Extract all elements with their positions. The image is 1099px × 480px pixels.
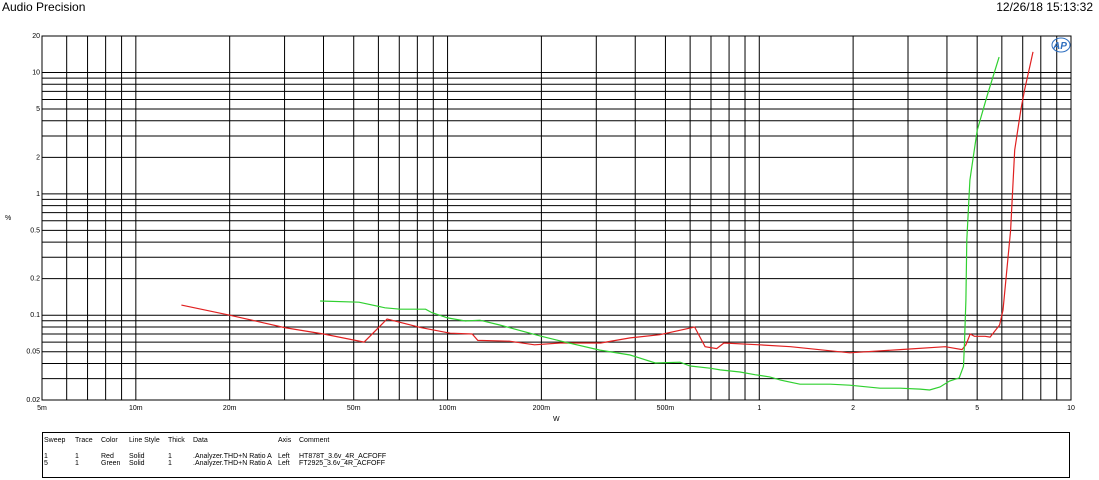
thd-chart: 5m 10m 20m 50m 100m 200m 500m 1 2 5 10 20 10 5 2 1 0.5 0.… [5,33,1075,423]
y-tick-label: 20 [32,33,40,40]
svg-text:AP: AP [1052,41,1067,52]
ap-logo: AP [1051,37,1071,53]
legend-header: Sweep Trace Color Line Style Thick Data … [44,437,330,444]
y-tick-label: 1 [36,191,40,198]
x-tick-label: 10 [1067,405,1075,412]
x-tick-label: 5m [37,405,47,412]
y-tick-label: 2 [36,154,40,161]
y-tick-label: 0.2 [30,276,40,283]
series-line-1 [181,51,1034,354]
x-tick-label: 1 [757,405,761,412]
series-lines [181,51,1034,391]
legend-row: 1 1 Red Solid 1 .Analyzer.THD+N Ratio A … [44,453,387,460]
x-axis-label: W [553,416,560,423]
y-tick-label: 0.1 [30,312,40,319]
x-tick-label: 20m [223,405,237,412]
y-tick-label: 5 [36,106,40,113]
series-line-2 [320,56,1000,391]
legend-table: Sweep Trace Color Line Style Thick Data … [42,432,1070,478]
x-tick-label: 10m [129,405,143,412]
app-title: Audio Precision [2,0,86,14]
x-tick-label: 5 [975,405,979,412]
grid [41,35,1072,401]
tick-labels: 5m 10m 20m 50m 100m 200m 500m 1 2 5 10 20 10 5 2 1 0.5 0.… [26,33,1075,412]
x-tick-label: 200m [533,405,551,412]
legend-row: 5 1 Green Solid 1 .Analyzer.THD+N Ratio … [44,460,385,467]
x-tick-label: 2 [851,405,855,412]
y-tick-label: 0.02 [26,397,40,404]
x-tick-label: 100m [439,405,457,412]
x-tick-label: 500m [657,405,675,412]
x-tick-label: 50m [347,405,361,412]
timestamp: 12/26/18 15:13:32 [996,0,1093,14]
plot-frame [41,35,1072,401]
y-axis-label: % [5,215,11,222]
y-tick-label: 10 [32,70,40,77]
y-tick-label: 0.5 [30,227,40,234]
y-tick-label: 0.05 [26,349,40,356]
